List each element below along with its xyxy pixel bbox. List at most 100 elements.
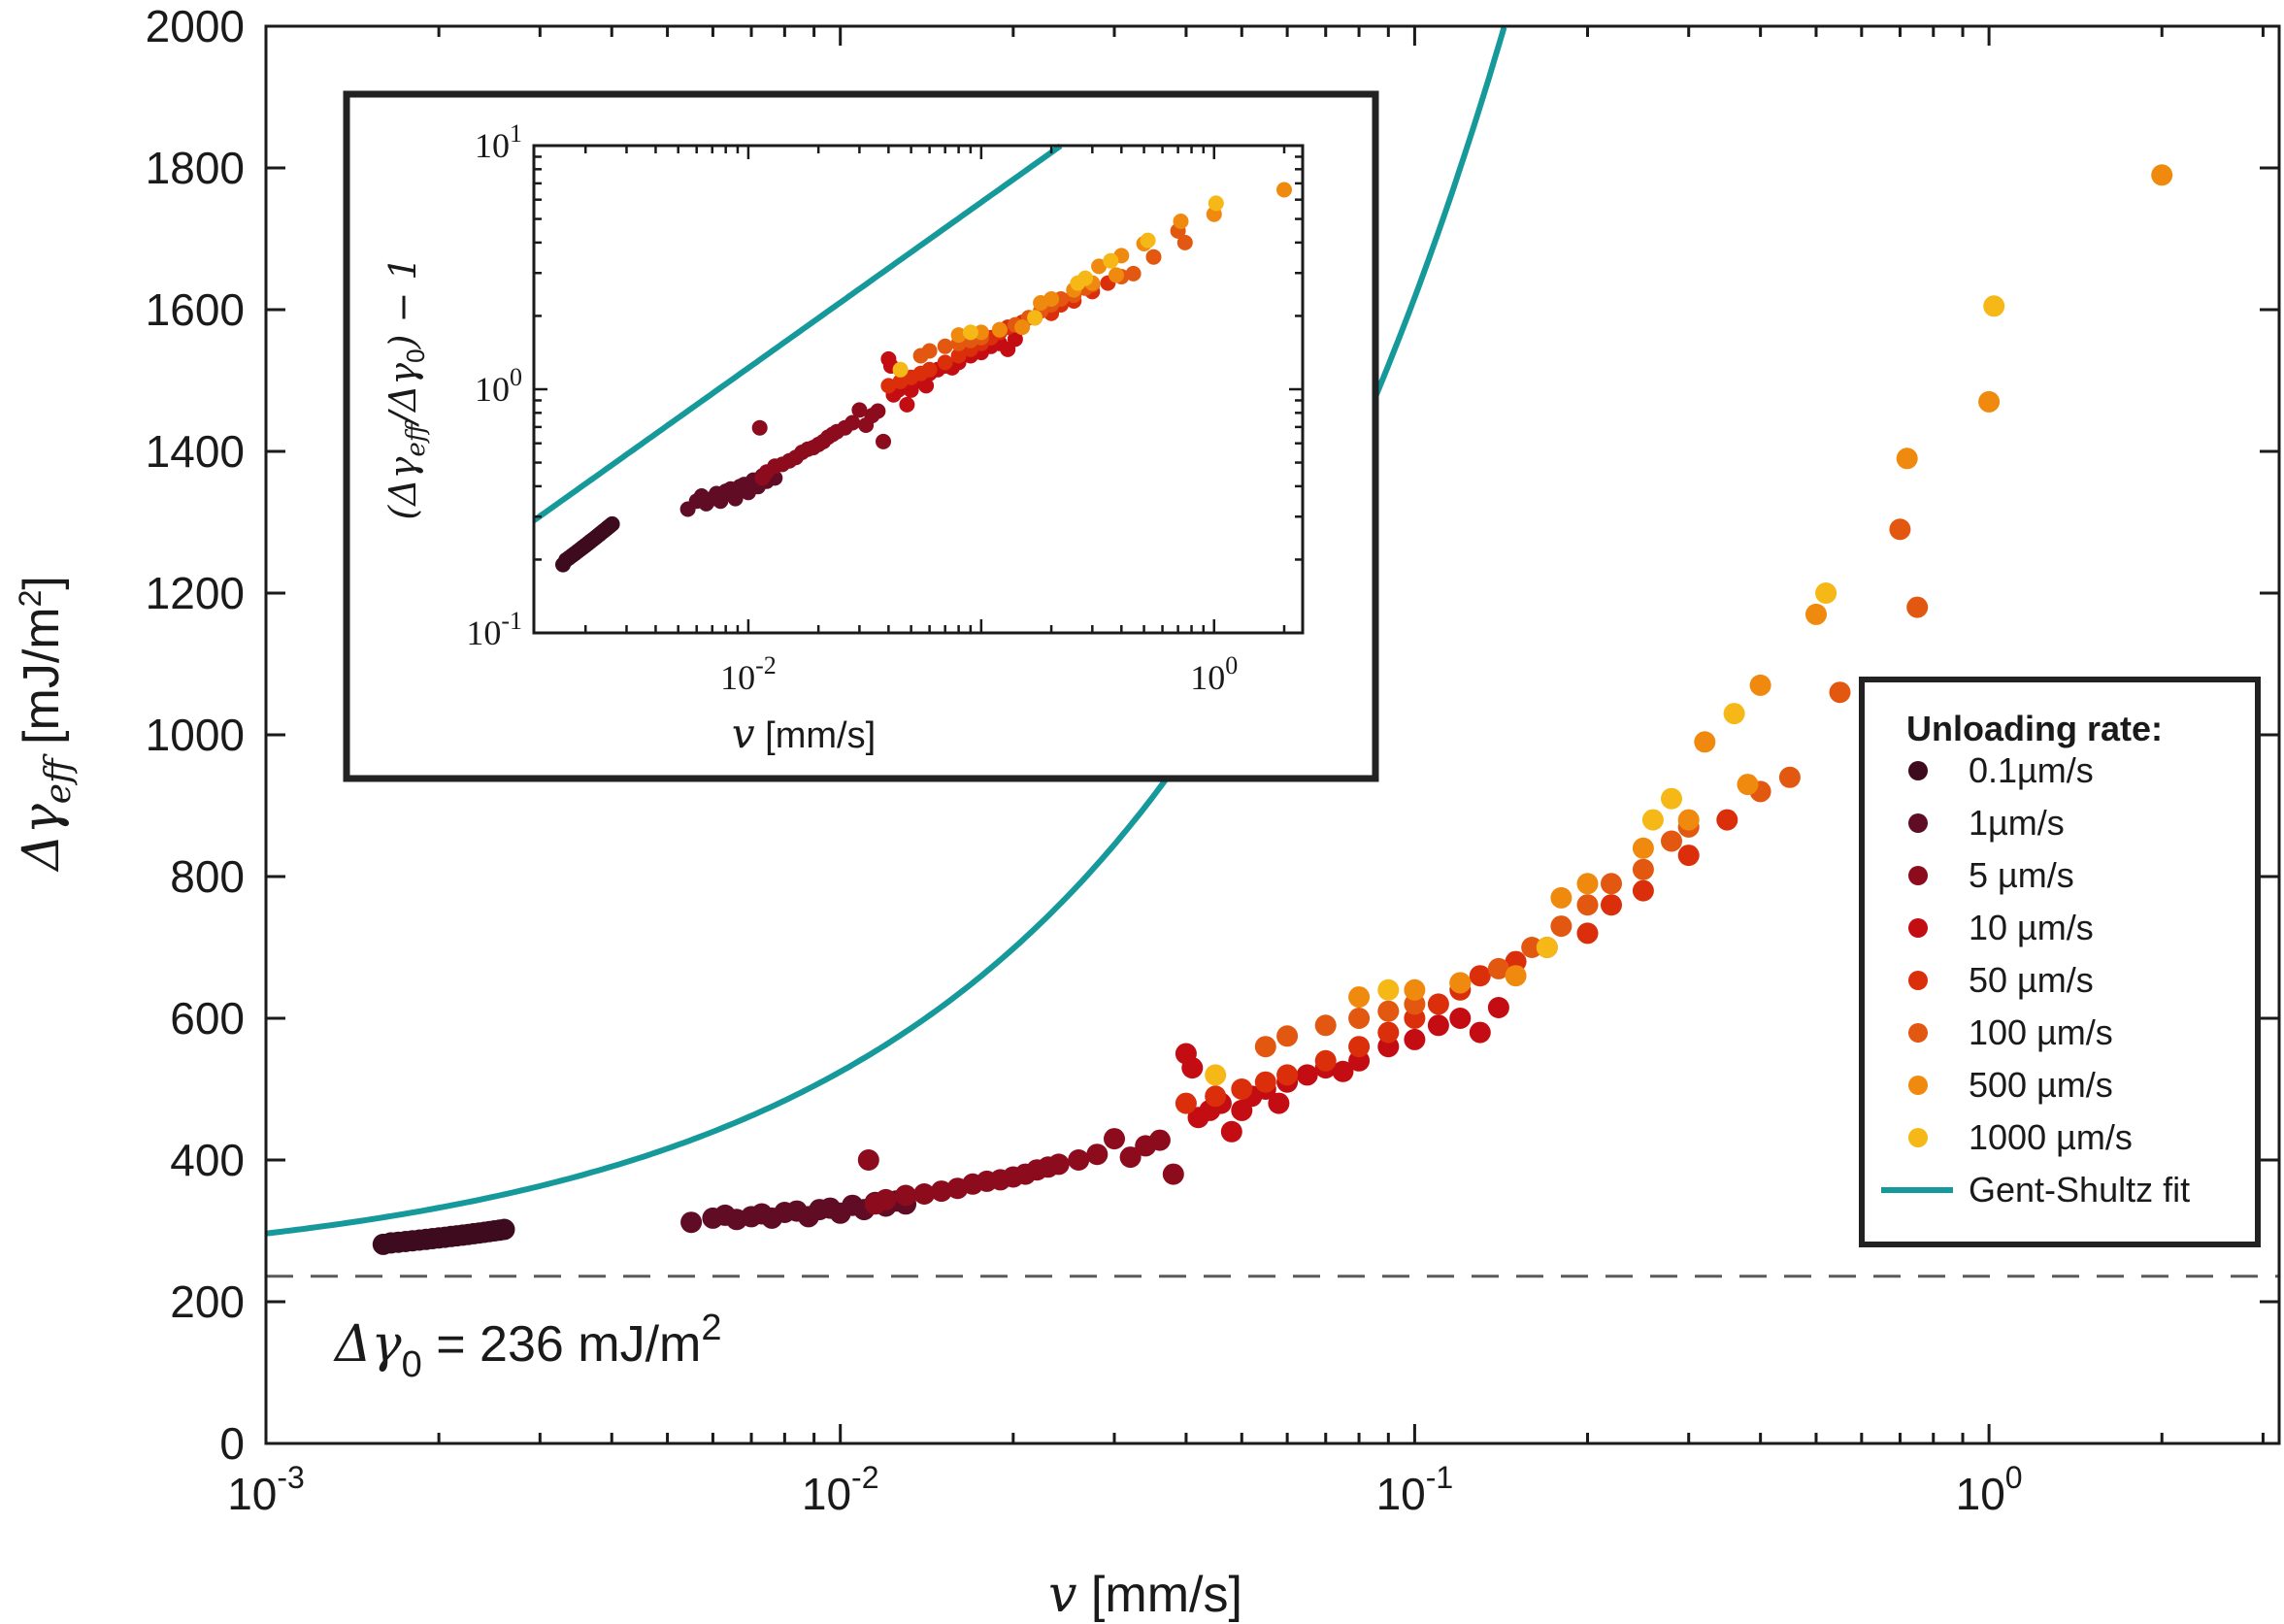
- point-main-s1-0: [680, 1211, 703, 1234]
- point-main-s5-19: [1906, 596, 1929, 618]
- point-main-s4-4: [1276, 1064, 1299, 1086]
- point-main-s2-17: [1104, 1128, 1125, 1150]
- legend-marker: [1908, 1076, 1928, 1095]
- point-inset-s7-2: [1027, 310, 1043, 326]
- legend-marker: [1908, 813, 1928, 833]
- inset-panel: 10-2 100 10-1 100 101 v [mm/s] (Δγeff/Δγ0) …: [343, 90, 1379, 782]
- point-inset-s1-9: [727, 490, 744, 507]
- point-inset-s6-8: [1091, 258, 1108, 275]
- dg0-annotation: Δγ0 = 236 mJ/m2: [333, 1308, 721, 1385]
- main-ytick-label: 200: [170, 1276, 245, 1327]
- point-inset-s7-7: [1208, 195, 1224, 212]
- point-main-s6-0: [1348, 986, 1371, 1009]
- point-main-s3-17: [1427, 1014, 1449, 1037]
- main-ytick-label: 0: [219, 1418, 245, 1469]
- point-main-s6-6: [1632, 837, 1654, 859]
- inset-y-axis-title: (Δγeff/Δγ0) − 1: [381, 256, 431, 519]
- main-y-axis-title: Δγeff [mJ/m2]: [13, 576, 79, 873]
- point-main-s2-15: [1068, 1149, 1090, 1171]
- main-xtick-label: 10-2: [802, 1460, 879, 1519]
- main-ytick-label: 1800: [146, 143, 245, 193]
- point-main-s7-2: [1536, 937, 1558, 958]
- point-main-s7-6: [1815, 582, 1837, 604]
- point-inset-s4-0: [880, 378, 897, 394]
- point-main-s5-4: [1377, 1000, 1400, 1022]
- main-x-axis-title: v [mm/s]: [1048, 1566, 1242, 1624]
- legend-title: Unloading rate:: [1906, 709, 2163, 748]
- point-main-s4-16: [1632, 879, 1654, 902]
- point-inset-s3-5: [899, 396, 915, 413]
- point-inset-s5-16: [1125, 265, 1142, 282]
- point-main-s5-10: [1576, 894, 1599, 916]
- point-main-s6-10: [1749, 674, 1771, 696]
- point-main-s3-13: [1332, 1060, 1354, 1082]
- point-main-s5-12: [1632, 858, 1654, 880]
- point-inset-s6-2: [991, 321, 1008, 338]
- point-main-s6-9: [1737, 774, 1759, 796]
- main-ytick-label: 800: [170, 851, 245, 902]
- point-main-s2-2: [875, 1188, 897, 1210]
- point-main-s0-20: [493, 1218, 515, 1241]
- point-main-s5-17: [1829, 681, 1851, 704]
- point-inset-s7-5: [1103, 252, 1119, 269]
- legend-marker: [1908, 866, 1928, 885]
- legend-marker: [1908, 918, 1928, 938]
- point-main-s4-11: [1469, 965, 1491, 987]
- legend-marker: [1908, 1023, 1928, 1043]
- point-main-s6-2: [1449, 972, 1472, 994]
- point-inset-s0-20: [604, 515, 620, 532]
- point-inset-s5-19: [1176, 234, 1193, 250]
- main-ytick-label: 1400: [146, 426, 245, 477]
- point-main-s5-11: [1601, 873, 1622, 895]
- point-main-s3-9: [1268, 1092, 1290, 1114]
- point-inset-s3-9: [918, 378, 935, 394]
- legend: Unloading rate: 0.1µm/s 1µm/s 5 µm/s 10 µm/…: [1859, 677, 2261, 1247]
- point-main-s6-1: [1404, 978, 1426, 1001]
- point-main-s6-13: [1978, 390, 2001, 413]
- point-main-s4-5: [1314, 1049, 1337, 1072]
- legend-label: 0.1µm/s: [1969, 750, 2094, 790]
- point-inset-s4-6: [950, 348, 967, 364]
- point-main-s2-5: [930, 1180, 952, 1203]
- point-main-s7-1: [1377, 978, 1400, 1001]
- point-main-s2-20: [1148, 1129, 1171, 1151]
- point-main-s3-1: [1181, 1057, 1204, 1079]
- point-main-s5-3: [1348, 1008, 1371, 1029]
- legend-marker: [1908, 1128, 1928, 1147]
- main-points: [372, 164, 2173, 1255]
- point-inset-s2-0: [751, 419, 768, 436]
- point-inset-s2-21: [876, 433, 891, 449]
- point-inset-s7-6: [1140, 232, 1156, 249]
- point-main-s5-16: [1778, 766, 1801, 788]
- point-inset-s5-2: [937, 338, 953, 354]
- point-inset-s6-1: [973, 324, 989, 341]
- legend-marker: [1908, 971, 1928, 990]
- point-main-s2-18: [1119, 1146, 1142, 1169]
- inset-x-axis-title: v [mm/s]: [732, 710, 876, 757]
- point-main-s3-20: [1487, 997, 1509, 1018]
- main-ytick-label: 1000: [146, 710, 245, 760]
- point-main-s3-18: [1449, 1008, 1472, 1029]
- inset-box: [343, 90, 1379, 782]
- point-main-s5-9: [1550, 915, 1572, 938]
- point-main-s2-16: [1086, 1143, 1109, 1166]
- point-main-s6-8: [1694, 731, 1716, 753]
- point-main-s5-13: [1661, 830, 1682, 852]
- legend-label: 1000 µm/s: [1969, 1117, 2133, 1157]
- point-main-s2-4: [913, 1183, 936, 1205]
- legend-marker: [1908, 761, 1928, 780]
- main-x-ticks: 10-3 10-2 10-1 100: [227, 26, 2265, 1519]
- inset-fit-line: [532, 143, 1063, 523]
- inset-xtick-label: 100: [1190, 651, 1238, 697]
- point-main-s4-0: [1175, 1092, 1197, 1114]
- point-inset-s4-4: [921, 361, 938, 378]
- point-inset-s6-5: [1043, 291, 1060, 307]
- point-main-s4-7: [1377, 1021, 1400, 1044]
- legend-label: 5 µm/s: [1969, 855, 2074, 895]
- legend-label: 50 µm/s: [1969, 960, 2094, 1000]
- inset-points: [555, 182, 1292, 573]
- inset-ytick-label: 101: [475, 119, 522, 165]
- point-main-s7-4: [1661, 787, 1682, 810]
- inset-x-ticks: 10-2 100: [583, 146, 1286, 697]
- point-main-s4-17: [1677, 845, 1700, 867]
